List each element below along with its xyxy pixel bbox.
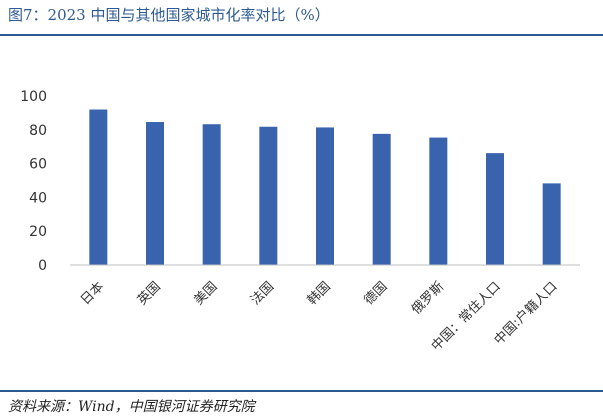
source-note: 资料来源：Wind，中国银河证券研究院 xyxy=(8,399,255,415)
x-tick-label: 德国 xyxy=(361,279,390,308)
y-tick-label: 100 xyxy=(20,89,47,105)
y-tick-label: 80 xyxy=(29,123,47,139)
bar xyxy=(429,137,448,265)
y-tick-label: 40 xyxy=(29,190,47,206)
bar-chart: 0 20 40 60 80 100 日本 英国 美国 法国 韩国 德国 俄罗斯中国：常住人口中国:户籍… xyxy=(20,89,580,355)
source-divider xyxy=(0,390,603,392)
bars xyxy=(89,109,561,266)
y-tick-label: 20 xyxy=(29,224,47,240)
figure-title: 图7：2023 中国与其他国家城市化率对比（%） xyxy=(8,6,330,24)
x-tick-label: 日本 xyxy=(78,279,107,308)
x-tick-label: 俄罗斯 xyxy=(409,279,447,317)
y-tick-label: 60 xyxy=(29,157,47,173)
bar xyxy=(89,109,108,266)
bar xyxy=(542,183,561,265)
bar xyxy=(202,124,221,266)
x-tick-label: 英国 xyxy=(135,279,164,308)
bar xyxy=(372,133,391,265)
bar xyxy=(316,127,334,266)
bar xyxy=(259,126,278,266)
bar xyxy=(146,122,164,265)
x-tick-label: 韩国 xyxy=(305,279,334,308)
x-tick-label: 美国 xyxy=(191,279,220,308)
title-divider xyxy=(0,34,603,36)
y-tick-label: 0 xyxy=(38,258,47,274)
x-tick-label: 法国 xyxy=(248,279,277,308)
bar xyxy=(486,153,504,265)
y-axis-ticks: 0 20 40 60 80 100 xyxy=(20,89,47,274)
